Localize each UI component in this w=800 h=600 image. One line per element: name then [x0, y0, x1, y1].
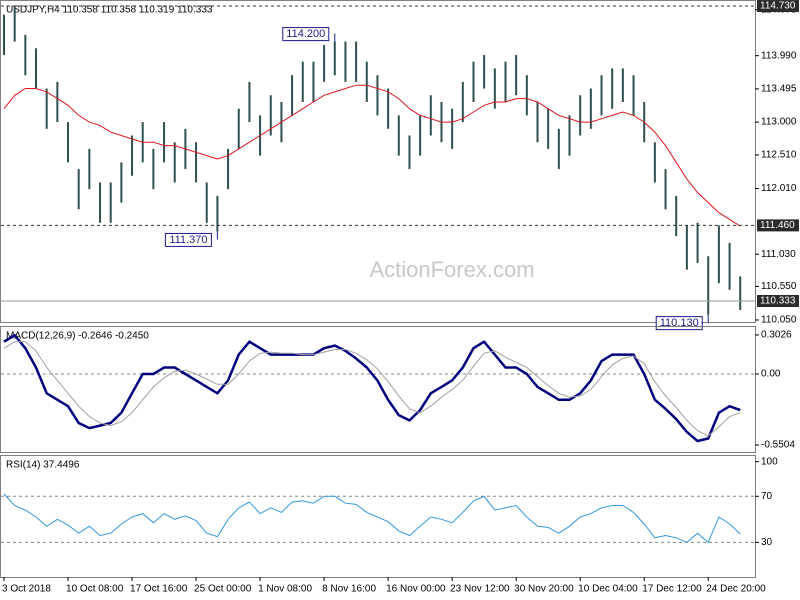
- panel-frame: [0, 0, 756, 323]
- watermark: ActionForex.com: [369, 257, 534, 282]
- indicator-line: [3, 333, 741, 443]
- x-tick-label: 3 Oct 2018: [2, 584, 51, 595]
- x-tick-label: 17 Oct 16:00: [130, 584, 188, 595]
- panel-frame: [0, 326, 756, 453]
- x-tick-label: 23 Nov 12:00: [450, 584, 510, 595]
- y-tick-label: 112.510: [761, 150, 797, 161]
- x-tick-label: 30 Nov 20:00: [514, 584, 574, 595]
- level-box: [757, 219, 799, 232]
- x-tick-label: 25 Oct 00:00: [194, 584, 252, 595]
- level-box: [757, 295, 799, 308]
- y-tick-label: 112.010: [761, 183, 797, 194]
- level-box: [757, 0, 799, 13]
- y-tick-label: 113.990: [761, 50, 797, 61]
- y-tick-label: 0.00: [761, 369, 781, 380]
- moving-average: [3, 84, 741, 227]
- level-label: 111.460: [760, 220, 795, 231]
- x-tick-label: 17 Dec 12:00: [642, 584, 702, 595]
- callout-label: 111.370: [169, 234, 207, 246]
- y-tick-label: 70: [761, 491, 773, 502]
- callout-label: 110.130: [660, 317, 699, 329]
- y-tick-label: 100: [761, 456, 778, 467]
- y-tick-label: -0.5504: [761, 440, 795, 451]
- panel-title: MACD(12,26,9) -0.2646 -0.2450: [6, 331, 149, 342]
- y-tick-label: 110.050: [761, 315, 797, 326]
- x-tick-label: 16 Nov 00:00: [386, 584, 446, 595]
- panel-frame: [0, 455, 756, 578]
- x-tick-label: 8 Nov 16:00: [322, 584, 376, 595]
- y-tick-label: 0.3026: [761, 330, 792, 341]
- y-tick-label: 111.030: [761, 249, 796, 260]
- y-tick-label: 110.550: [761, 281, 797, 292]
- y-tick-label: 113.495: [761, 84, 797, 95]
- y-tick-label: 30: [761, 537, 773, 548]
- panel-title: RSI(14) 37.4496: [6, 460, 80, 471]
- callout-box: [282, 27, 330, 42]
- y-tick-label: 113.000: [761, 117, 797, 128]
- indicator-line: [3, 493, 741, 544]
- x-tick-label: 24 Dec 20:00: [706, 584, 766, 595]
- indicator-line: [3, 341, 741, 437]
- level-label: 110.333: [760, 296, 796, 307]
- x-tick-label: 10 Oct 08:00: [66, 584, 124, 595]
- level-label: 114.730: [760, 1, 796, 12]
- x-tick-label: 10 Dec 04:00: [578, 584, 638, 595]
- x-tick-label: 1 Nov 08:00: [258, 584, 312, 595]
- panel-title: USDJPY,H4 110.358 110.358 110.319 110.33…: [6, 5, 213, 16]
- callout-box: [164, 232, 212, 247]
- callout-label: 114.200: [286, 28, 325, 40]
